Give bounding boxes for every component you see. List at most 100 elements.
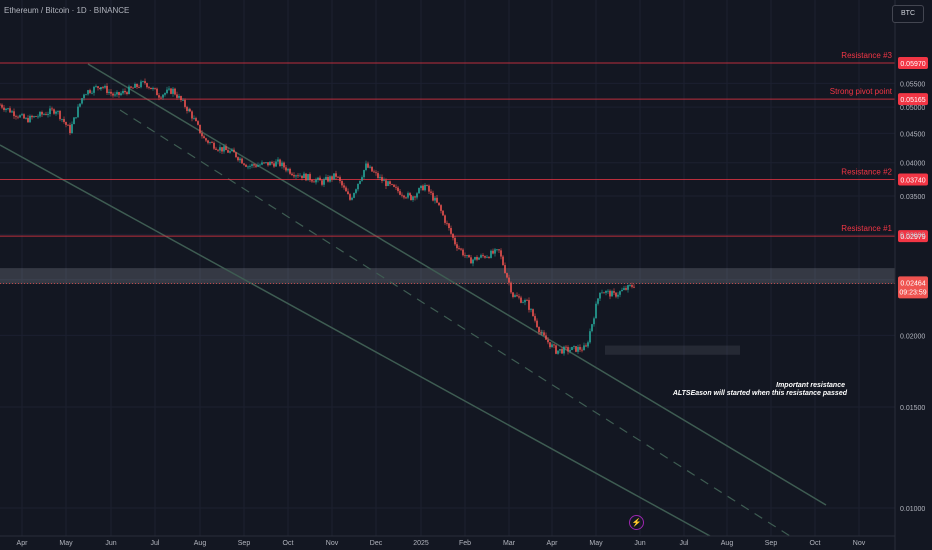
candle (313, 181, 315, 183)
candle (541, 332, 543, 334)
candle (532, 309, 534, 317)
candle (57, 111, 59, 112)
candle (195, 118, 197, 122)
candle (424, 184, 426, 191)
price-tag (898, 93, 928, 106)
candle (438, 202, 440, 206)
candle (227, 150, 229, 153)
candle (164, 93, 166, 95)
candle (176, 94, 178, 98)
candle (543, 332, 545, 336)
candle (71, 124, 73, 134)
candle (595, 303, 597, 319)
candle (405, 197, 407, 199)
candle (619, 291, 621, 295)
candle (498, 249, 500, 251)
y-tick-label: 0.05000 (900, 105, 925, 112)
candle (414, 196, 416, 198)
x-tick-label: Dec (370, 540, 383, 547)
candle (460, 248, 462, 250)
candle (124, 90, 126, 93)
candle (524, 300, 526, 303)
candle (75, 117, 77, 119)
candle (237, 157, 239, 161)
candle (45, 114, 47, 115)
y-tick-label: 0.03000 (900, 232, 925, 239)
candle (43, 114, 45, 115)
candle (184, 99, 186, 107)
lightning-icon[interactable]: ⚡ (629, 515, 644, 530)
candle (13, 111, 15, 117)
x-tick-label: Jun (634, 540, 645, 547)
candle (323, 179, 325, 185)
candle (241, 158, 243, 164)
candle (251, 164, 253, 166)
candle (403, 195, 405, 198)
candle (41, 111, 43, 115)
candle (629, 285, 631, 286)
candle (476, 257, 478, 260)
candle (567, 347, 569, 352)
candle (309, 174, 311, 181)
candle (351, 197, 353, 200)
candle (375, 172, 377, 174)
candle (418, 188, 420, 194)
candle (440, 205, 442, 211)
candle (538, 327, 540, 333)
candle (142, 81, 144, 82)
candle (69, 124, 71, 134)
candle (470, 257, 472, 264)
candle (468, 255, 470, 258)
candle (231, 149, 233, 152)
candle (464, 255, 466, 257)
candle (65, 121, 67, 125)
candle (591, 324, 593, 332)
currency-button[interactable]: BTC (892, 5, 924, 23)
candle (257, 165, 259, 167)
candle (504, 265, 506, 274)
candle (144, 81, 146, 84)
candle (347, 191, 349, 195)
candle (551, 344, 553, 348)
candle (116, 92, 118, 95)
candle (178, 96, 180, 98)
candle (633, 286, 635, 288)
candle (89, 90, 91, 93)
candle (188, 109, 190, 111)
candle (97, 86, 99, 88)
candle (239, 158, 241, 161)
candle (136, 83, 138, 88)
candle (597, 298, 599, 304)
candle (603, 292, 605, 294)
candle (436, 197, 438, 203)
candle (61, 119, 63, 120)
candle (432, 192, 434, 201)
x-tick-label: Nov (853, 540, 866, 547)
candle (557, 350, 559, 354)
candle (263, 162, 265, 164)
candle (617, 294, 619, 297)
candle (59, 111, 61, 120)
candle (27, 118, 29, 123)
candle (478, 257, 480, 260)
candle (295, 175, 297, 177)
candle (613, 291, 615, 293)
price-tag-label: 0.03740 (900, 177, 925, 184)
candle (297, 175, 299, 177)
candle (307, 174, 309, 181)
candle (5, 108, 7, 110)
candle (389, 181, 391, 185)
candle (15, 116, 17, 117)
candle (319, 177, 321, 181)
candle (215, 148, 217, 150)
candle (106, 85, 108, 93)
y-tick-label: 0.04500 (900, 131, 925, 138)
candle (321, 180, 323, 185)
candle (577, 346, 579, 352)
candle (325, 177, 327, 180)
candle (285, 167, 287, 171)
x-tick-label: Mar (503, 540, 516, 547)
candle (561, 349, 563, 354)
candle (37, 116, 39, 118)
